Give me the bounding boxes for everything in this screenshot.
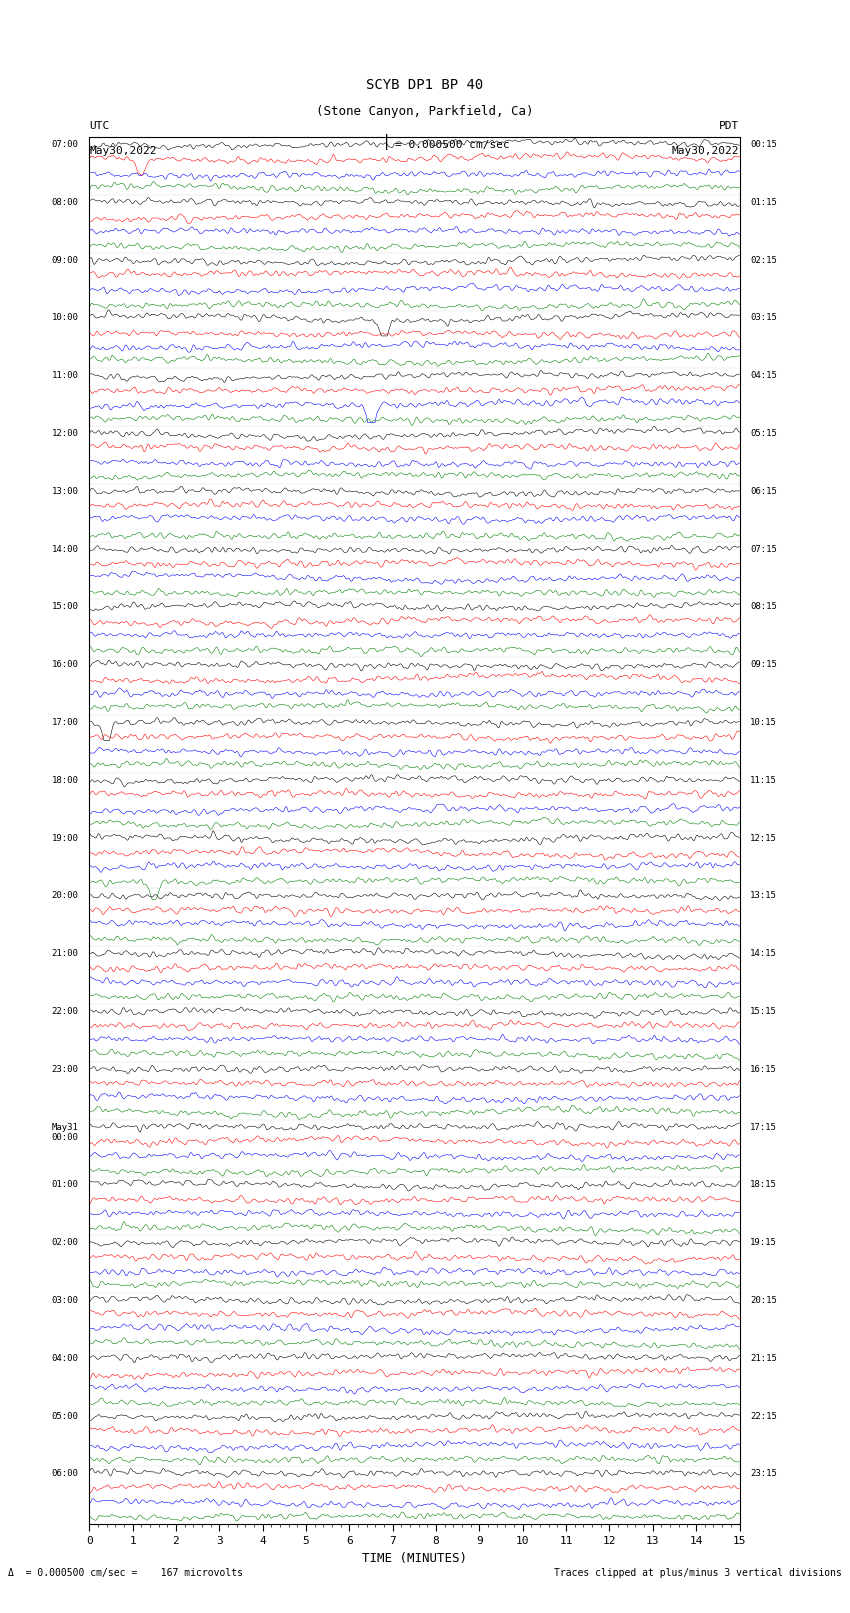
Text: 17:15: 17:15 — [751, 1123, 777, 1132]
Text: 17:00: 17:00 — [52, 718, 78, 727]
Text: Traces clipped at plus/minus 3 vertical divisions: Traces clipped at plus/minus 3 vertical … — [553, 1568, 842, 1578]
Text: UTC: UTC — [89, 121, 110, 131]
Text: 09:15: 09:15 — [751, 660, 777, 669]
Text: 10:00: 10:00 — [52, 313, 78, 323]
Text: 02:15: 02:15 — [751, 255, 777, 265]
Text: 01:15: 01:15 — [751, 198, 777, 206]
Text: 08:15: 08:15 — [751, 602, 777, 611]
Text: |: | — [382, 134, 391, 150]
Text: 23:00: 23:00 — [52, 1065, 78, 1074]
Text: 21:00: 21:00 — [52, 948, 78, 958]
Text: 18:15: 18:15 — [751, 1181, 777, 1189]
Text: 06:15: 06:15 — [751, 487, 777, 495]
Text: SCYB DP1 BP 40: SCYB DP1 BP 40 — [366, 77, 484, 92]
Text: 12:15: 12:15 — [751, 834, 777, 842]
Text: 16:15: 16:15 — [751, 1065, 777, 1074]
X-axis label: TIME (MINUTES): TIME (MINUTES) — [362, 1552, 467, 1565]
Text: May30,2022: May30,2022 — [89, 147, 156, 156]
Text: 20:15: 20:15 — [751, 1295, 777, 1305]
Text: 15:15: 15:15 — [751, 1007, 777, 1016]
Text: 06:00: 06:00 — [52, 1469, 78, 1479]
Text: 19:15: 19:15 — [751, 1239, 777, 1247]
Text: 03:00: 03:00 — [52, 1295, 78, 1305]
Text: Δ  = 0.000500 cm/sec =    167 microvolts: Δ = 0.000500 cm/sec = 167 microvolts — [8, 1568, 243, 1578]
Text: (Stone Canyon, Parkfield, Ca): (Stone Canyon, Parkfield, Ca) — [316, 105, 534, 118]
Text: = 0.000500 cm/sec: = 0.000500 cm/sec — [395, 140, 510, 150]
Text: May30,2022: May30,2022 — [672, 147, 740, 156]
Text: 04:15: 04:15 — [751, 371, 777, 381]
Text: 00:15: 00:15 — [751, 140, 777, 148]
Text: 11:15: 11:15 — [751, 776, 777, 786]
Text: 03:15: 03:15 — [751, 313, 777, 323]
Text: 05:00: 05:00 — [52, 1411, 78, 1421]
Text: 13:00: 13:00 — [52, 487, 78, 495]
Text: 12:00: 12:00 — [52, 429, 78, 439]
Text: 23:15: 23:15 — [751, 1469, 777, 1479]
Text: 09:00: 09:00 — [52, 255, 78, 265]
Text: 19:00: 19:00 — [52, 834, 78, 842]
Text: 11:00: 11:00 — [52, 371, 78, 381]
Text: 21:15: 21:15 — [751, 1353, 777, 1363]
Text: 14:15: 14:15 — [751, 948, 777, 958]
Text: 08:00: 08:00 — [52, 198, 78, 206]
Text: 05:15: 05:15 — [751, 429, 777, 439]
Text: PDT: PDT — [719, 121, 740, 131]
Text: 10:15: 10:15 — [751, 718, 777, 727]
Text: 22:15: 22:15 — [751, 1411, 777, 1421]
Text: 04:00: 04:00 — [52, 1353, 78, 1363]
Text: 22:00: 22:00 — [52, 1007, 78, 1016]
Text: 07:15: 07:15 — [751, 545, 777, 553]
Text: 07:00: 07:00 — [52, 140, 78, 148]
Text: May31
00:00: May31 00:00 — [52, 1123, 78, 1142]
Text: 16:00: 16:00 — [52, 660, 78, 669]
Text: 13:15: 13:15 — [751, 892, 777, 900]
Text: 02:00: 02:00 — [52, 1239, 78, 1247]
Text: 20:00: 20:00 — [52, 892, 78, 900]
Text: 01:00: 01:00 — [52, 1181, 78, 1189]
Text: 18:00: 18:00 — [52, 776, 78, 786]
Text: 14:00: 14:00 — [52, 545, 78, 553]
Text: 15:00: 15:00 — [52, 602, 78, 611]
